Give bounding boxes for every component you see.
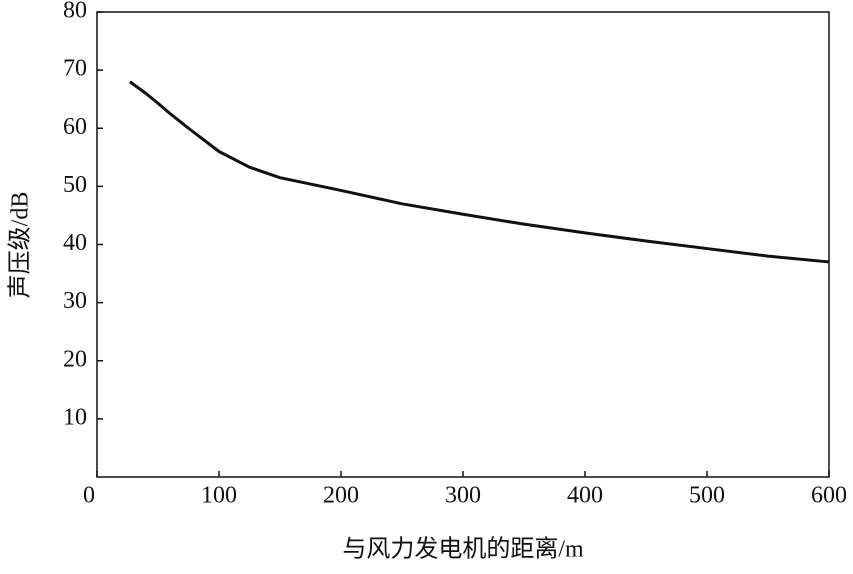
y-tick-label: 60 bbox=[63, 114, 87, 140]
y-tick-label: 30 bbox=[63, 288, 87, 314]
x-tick-label: 0 bbox=[83, 483, 95, 509]
y-tick-label: 40 bbox=[63, 230, 87, 256]
y-tick-label: 70 bbox=[63, 56, 87, 82]
x-tick-label: 300 bbox=[445, 483, 481, 509]
x-tick-label: 400 bbox=[567, 483, 603, 509]
y-tick-label: 50 bbox=[63, 172, 87, 198]
y-tick-label: 10 bbox=[63, 404, 87, 430]
x-axis-title: 与风力发电机的距离/m bbox=[342, 536, 584, 563]
plot-frame bbox=[96, 11, 830, 478]
x-tick-label: 600 bbox=[811, 483, 847, 509]
x-tick-label: 100 bbox=[201, 483, 237, 509]
y-tick-label: 80 bbox=[63, 0, 87, 24]
data-line bbox=[129, 80, 830, 264]
y-tick-label: 20 bbox=[63, 346, 87, 372]
x-tick-label: 200 bbox=[323, 483, 359, 509]
y-axis-title: 声压级/dB bbox=[7, 192, 34, 299]
x-tick-label: 500 bbox=[689, 483, 725, 509]
